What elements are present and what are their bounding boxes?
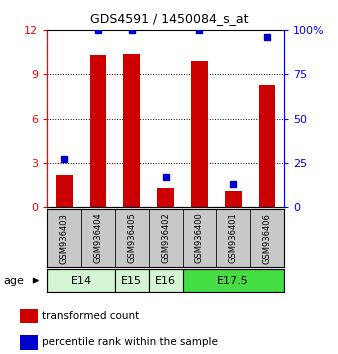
Bar	[149, 209, 183, 267]
Text: E14: E14	[71, 275, 92, 286]
Bar	[90, 55, 106, 207]
Bar	[225, 191, 242, 207]
Text: E17.5: E17.5	[217, 275, 249, 286]
Bar	[47, 269, 115, 292]
Bar	[259, 85, 275, 207]
Bar	[56, 175, 73, 207]
Bar	[216, 209, 250, 267]
Bar	[115, 209, 149, 267]
Bar	[250, 209, 284, 267]
Text: GSM936402: GSM936402	[161, 213, 170, 263]
Bar	[183, 269, 284, 292]
Bar	[81, 209, 115, 267]
Bar	[157, 188, 174, 207]
Bar	[115, 269, 149, 292]
Text: percentile rank within the sample: percentile rank within the sample	[43, 337, 218, 347]
Text: GSM936400: GSM936400	[195, 213, 204, 263]
Text: GSM936406: GSM936406	[263, 213, 271, 263]
Text: E16: E16	[155, 275, 176, 286]
Text: GDS4591 / 1450084_s_at: GDS4591 / 1450084_s_at	[90, 12, 248, 25]
Text: GSM936401: GSM936401	[229, 213, 238, 263]
Text: GSM936403: GSM936403	[60, 213, 69, 263]
Text: GSM936405: GSM936405	[127, 213, 136, 263]
Bar	[183, 209, 216, 267]
Bar	[149, 269, 183, 292]
Bar	[47, 209, 81, 267]
Text: transformed count: transformed count	[43, 311, 140, 321]
Bar	[123, 54, 140, 207]
Bar	[191, 61, 208, 207]
Bar	[20, 309, 38, 324]
Text: GSM936404: GSM936404	[94, 213, 102, 263]
Text: E15: E15	[121, 275, 142, 286]
Text: age: age	[3, 275, 24, 286]
Bar	[20, 335, 38, 350]
